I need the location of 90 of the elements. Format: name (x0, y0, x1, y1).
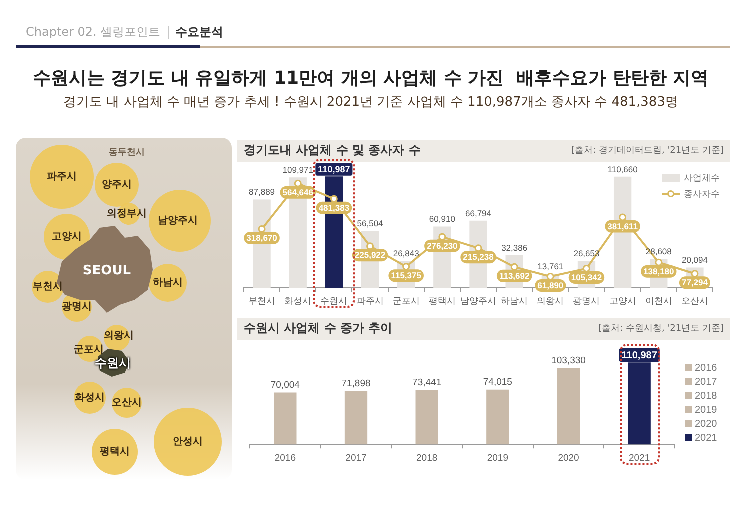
point (655, 258, 663, 266)
data-label: 138,180 (644, 266, 675, 276)
point (438, 233, 446, 241)
x-tick-label: 수원시 (320, 296, 348, 306)
text: 오산시 (112, 397, 142, 409)
text: 군포시 (74, 344, 104, 356)
data-label: 381,611 (608, 221, 638, 232)
data-label: 109,971 (282, 165, 314, 176)
data-label: 32,386 (502, 242, 528, 253)
data-label: 71,898 (342, 378, 371, 390)
x-tick-label: 오산시 (681, 296, 708, 306)
legend-label: 2021 (695, 433, 718, 444)
data-label: 215,238 (463, 252, 494, 262)
text: Chapter 02. 셀링포인트 (26, 24, 161, 41)
text: 남양주시 (158, 215, 198, 227)
text: 수요분석 (176, 24, 224, 41)
data-label: 61,890 (538, 280, 564, 291)
text: 고양시 (52, 231, 82, 243)
text: 안성시 (173, 436, 203, 448)
x-tick-label: 2017 (346, 452, 367, 464)
x-tick-label: 군포시 (392, 296, 420, 306)
data-label: 564,646 (282, 188, 314, 198)
text: SEOUL (82, 264, 132, 280)
point (294, 180, 302, 188)
text: [출처: 경기데이터드림, '21년도 기준] (572, 146, 724, 156)
text: 의왕시 (104, 330, 134, 342)
text: 하남시 (153, 277, 183, 289)
data-label: 115,375 (391, 270, 422, 281)
text: 동두천시 (109, 148, 145, 158)
x-tick-label: 2021 (629, 452, 650, 464)
legend-label: 2018 (695, 391, 718, 402)
point (619, 214, 627, 222)
x-tick-label: 평택시 (428, 296, 456, 306)
text: 수원시는 경기도 내 유일하게 11만여 개의 사업체 수 가진 배후수요가 탄탄한 지역 (32, 68, 710, 90)
x-tick-label: 2019 (487, 452, 508, 464)
x-tick-label: 하남시 (501, 296, 528, 306)
data-label: 13,761 (538, 261, 564, 272)
legend-label: 2016 (695, 363, 718, 374)
x-tick-label: 이천시 (645, 296, 672, 306)
point (330, 195, 338, 203)
data-label: 481,383 (318, 202, 350, 213)
x-tick-label: 2016 (274, 452, 296, 464)
data-label: 74,015 (483, 377, 512, 388)
x-tick-label: 2018 (416, 452, 438, 464)
data-label: 110,660 (608, 164, 638, 174)
x-tick-label: 광명시 (573, 296, 600, 306)
point (546, 272, 554, 280)
data-label: 70,004 (270, 380, 300, 391)
point (402, 263, 410, 271)
data-label: 110,987 (622, 350, 658, 362)
data-label: 77,294 (682, 278, 708, 288)
point (366, 242, 374, 250)
point (258, 225, 266, 233)
data-label: 113,692 (499, 271, 530, 281)
legend-label: 사업체수 (684, 172, 720, 183)
data-label: 56,504 (357, 218, 384, 229)
x-tick-label: 남양주시 (460, 296, 496, 306)
data-label: 276,230 (427, 240, 458, 251)
chart-title: 경기도내 사업체 수 및 종사자 수 (244, 143, 421, 158)
text: 파주시 (47, 171, 77, 183)
data-label: 225,922 (354, 250, 386, 260)
text: 양주시 (102, 179, 132, 191)
point (582, 264, 590, 272)
data-label: 60,910 (429, 214, 456, 224)
data-label: 26,843 (393, 248, 420, 258)
point (474, 244, 482, 252)
data-label: 103,330 (552, 355, 586, 366)
chart-title: 수원시 사업체 수 증가 추이 (244, 321, 393, 336)
data-label: 110,987 (318, 164, 350, 175)
data-label: 20,094 (682, 255, 708, 266)
x-tick-label: 화성시 (284, 296, 312, 306)
legend-label: 2017 (695, 377, 718, 388)
x-tick-label: 2020 (558, 452, 580, 464)
text: [출처: 수원시청, '21년도 기준] (598, 324, 724, 334)
text: 부천시 (33, 281, 63, 293)
data-label: 73,441 (412, 377, 442, 388)
point (510, 263, 518, 271)
legend-label: 종사자수 (684, 188, 720, 199)
x-tick-label: 고양시 (609, 296, 636, 306)
legend-label: 2020 (695, 419, 718, 430)
text: 경기도 내 사업체 수 매년 증가 추세 ! 수원시 2021년 기준 사업체 수 110,987개소 종사자 수 481,383명 (64, 95, 678, 111)
data-label: 66,794 (466, 208, 492, 218)
text: 화성시 (75, 392, 105, 404)
x-tick-label: 의왕시 (537, 296, 564, 306)
data-label: 318,670 (246, 233, 278, 244)
legend-label: 2019 (695, 405, 718, 416)
x-tick-label: 파주시 (356, 296, 384, 306)
data-label: 87,889 (249, 187, 276, 198)
x-tick-label: 부천시 (248, 296, 276, 306)
data-label: 105,342 (571, 272, 602, 283)
